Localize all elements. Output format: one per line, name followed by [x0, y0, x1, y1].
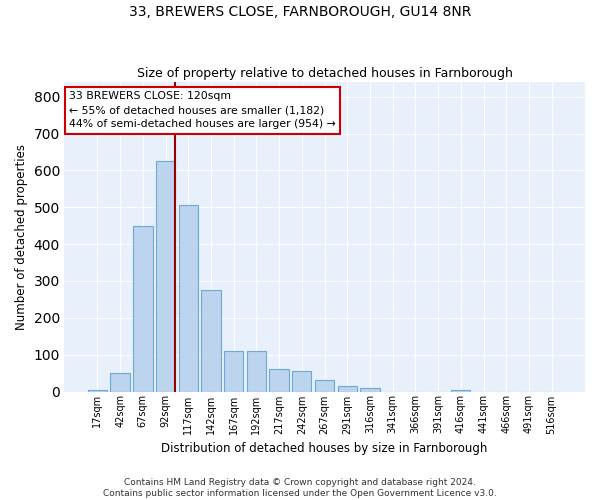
Bar [361, 388, 380, 392]
Bar [269, 370, 289, 392]
Title: Size of property relative to detached houses in Farnborough: Size of property relative to detached ho… [137, 66, 512, 80]
Bar [247, 351, 266, 392]
X-axis label: Distribution of detached houses by size in Farnborough: Distribution of detached houses by size … [161, 442, 488, 455]
Bar [202, 290, 221, 392]
Bar [88, 390, 107, 392]
Bar [292, 372, 311, 392]
Bar [156, 162, 175, 392]
Bar [133, 226, 152, 392]
Bar [224, 351, 244, 392]
Text: 33, BREWERS CLOSE, FARNBOROUGH, GU14 8NR: 33, BREWERS CLOSE, FARNBOROUGH, GU14 8NR [129, 5, 471, 19]
Bar [179, 206, 198, 392]
Bar [110, 373, 130, 392]
Text: 33 BREWERS CLOSE: 120sqm
← 55% of detached houses are smaller (1,182)
44% of sem: 33 BREWERS CLOSE: 120sqm ← 55% of detach… [70, 92, 336, 130]
Text: Contains HM Land Registry data © Crown copyright and database right 2024.
Contai: Contains HM Land Registry data © Crown c… [103, 478, 497, 498]
Y-axis label: Number of detached properties: Number of detached properties [15, 144, 28, 330]
Bar [338, 386, 357, 392]
Bar [315, 380, 334, 392]
Bar [451, 390, 470, 392]
